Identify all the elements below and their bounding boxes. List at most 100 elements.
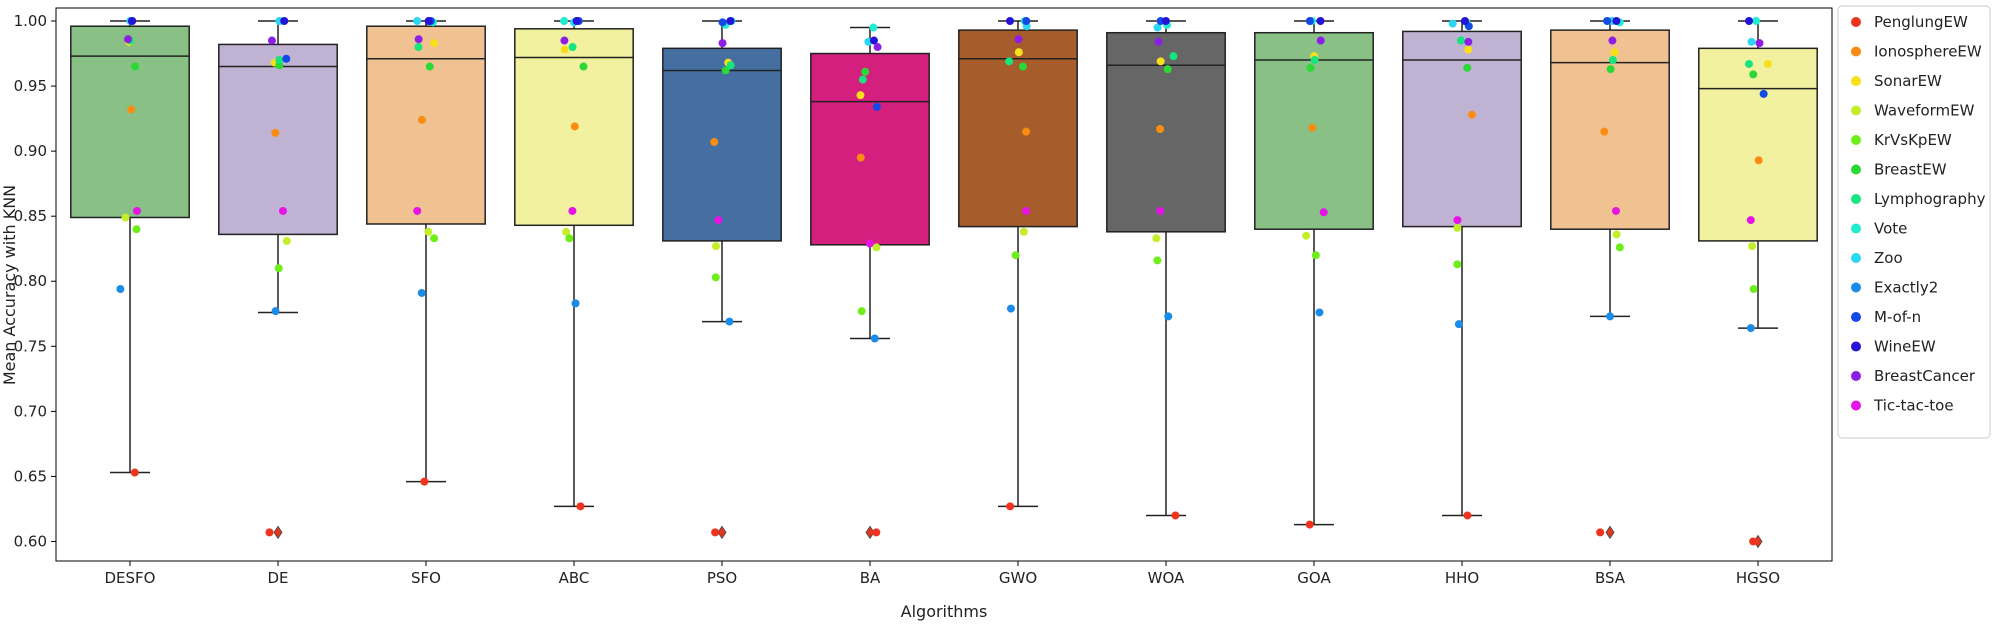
legend-label: KrVsKpEW <box>1874 131 1952 149</box>
box-pso <box>662 20 782 540</box>
point-breastcancer-hho <box>1464 37 1473 46</box>
point-sonarew-hgso <box>1763 59 1772 68</box>
point-vote-abc <box>560 17 569 26</box>
legend: PenglungEW IonosphereEW SonarEW WaveformEW K… <box>1837 5 1991 439</box>
legend-marker-penglungew <box>1851 17 1861 27</box>
legend-label: BreastEW <box>1874 161 1947 179</box>
box-rect-desfo <box>70 25 190 219</box>
box-ba <box>810 26 930 540</box>
point-tic-tac-toe-gwo <box>1022 206 1031 215</box>
point-zoo-hgso <box>1747 37 1756 46</box>
x-tick-label: HGSO <box>1736 569 1780 587</box>
point-breastew-pso <box>721 66 730 75</box>
y-tick-label: 0.95 <box>14 77 47 95</box>
point-breastew-abc <box>579 62 588 71</box>
point-lymphography-ba <box>858 75 867 84</box>
point-lymphography-sfo <box>414 43 423 52</box>
legend-label: IonosphereEW <box>1874 43 1982 61</box>
point-lymphography-pso <box>726 61 735 70</box>
point-breastew-hgso <box>1749 70 1758 79</box>
point-exactly2-woa <box>1164 312 1173 321</box>
point-exactly2-hgso <box>1746 324 1755 333</box>
point-breastew-bsa <box>1606 65 1615 74</box>
boxes-layer <box>70 20 1818 549</box>
point-waveformew-hho <box>1453 223 1462 232</box>
point-waveformew-gwo <box>1019 227 1028 236</box>
legend-label: Zoo <box>1874 249 1903 267</box>
legend-marker-krvskpew <box>1851 135 1861 145</box>
point-krvskpew-gwo <box>1011 251 1020 260</box>
point-lymphography-gwo <box>1005 57 1014 66</box>
point-zoo-woa <box>1153 23 1162 32</box>
point-penglungew-bsa <box>1596 528 1605 537</box>
point-krvskpew-bsa <box>1615 243 1624 252</box>
point-lymphography-de <box>275 56 284 65</box>
y-tick-label: 0.60 <box>14 532 47 550</box>
point-tic-tac-toe-pso <box>714 216 723 225</box>
point-wineew-hho <box>1460 17 1469 26</box>
point-tic-tac-toe-hho <box>1453 216 1462 225</box>
box-rect-sfo <box>366 25 486 225</box>
point-ionosphereew-pso <box>710 138 719 147</box>
outlier-de-0 <box>273 525 283 540</box>
plot-background <box>56 8 1832 561</box>
point-wineew-gwo <box>1005 17 1014 26</box>
point-breastcancer-bsa <box>1608 36 1617 45</box>
x-tick-label: SFO <box>411 569 441 587</box>
point-ionosphereew-abc <box>570 122 579 131</box>
legend-label: WineEW <box>1874 338 1936 356</box>
point-ionosphereew-de <box>271 128 280 137</box>
point-tic-tac-toe-abc <box>568 206 577 215</box>
point-breastew-desfo <box>131 62 140 71</box>
x-tick-label: HHO <box>1445 569 1479 587</box>
point-krvskpew-desfo <box>132 225 141 234</box>
box-rect-ba <box>810 52 930 246</box>
point-tic-tac-toe-desfo <box>132 206 141 215</box>
legend-marker-wineew <box>1851 341 1861 352</box>
point-exactly2-sfo <box>417 288 426 297</box>
point-waveformew-goa <box>1302 231 1311 240</box>
point-exactly2-hho <box>1454 320 1463 329</box>
point-krvskpew-hgso <box>1749 285 1758 294</box>
legend-marker-zoo <box>1851 253 1861 263</box>
point-breastew-goa <box>1306 63 1315 72</box>
point-sonarew-ba <box>856 91 865 100</box>
point-wineew-woa <box>1161 17 1170 26</box>
point-lymphography-hgso <box>1744 59 1753 68</box>
point-breastew-gwo <box>1018 62 1027 71</box>
point-ionosphereew-woa <box>1156 125 1165 134</box>
x-axis: DESFO DE SFO ABC PSO BA GWO WOA GOA HHO BSA HGSO <box>105 561 1780 587</box>
point-krvskpew-pso <box>711 273 720 282</box>
point-lymphography-goa <box>1310 56 1319 65</box>
point-exactly2-gwo <box>1006 304 1015 313</box>
point-zoo-hho <box>1448 19 1457 28</box>
legend-label: Exactly2 <box>1874 279 1938 297</box>
point-penglungew-hgso <box>1749 537 1758 546</box>
point-krvskpew-woa <box>1153 256 1162 265</box>
x-axis-title: Algorithms <box>901 602 988 621</box>
y-tick-label: 0.80 <box>14 272 47 290</box>
point-wineew-goa <box>1316 17 1325 26</box>
point-breastew-sfo <box>425 62 434 71</box>
legend-label: M-of-n <box>1874 308 1921 326</box>
point-sonarew-woa <box>1156 57 1165 66</box>
point-penglungew-pso <box>711 528 720 537</box>
outlier-pso-0 <box>717 525 727 540</box>
x-tick-label: WOA <box>1148 569 1185 587</box>
point-waveformew-ba <box>872 243 881 252</box>
point-vote-hgso <box>1752 17 1761 26</box>
point-lymphography-woa <box>1169 52 1178 61</box>
point-breastew-hho <box>1463 63 1472 72</box>
point-tic-tac-toe-goa <box>1319 208 1328 217</box>
y-tick-label: 0.70 <box>14 402 47 420</box>
point-penglungew-abc <box>576 502 585 511</box>
point-breastcancer-de <box>267 36 276 45</box>
legend-marker-breastew <box>1851 164 1861 175</box>
point-wineew-ba <box>869 36 878 45</box>
box-desfo <box>70 20 190 474</box>
point-penglungew-sfo <box>420 477 429 486</box>
box-rect-pso <box>662 47 782 242</box>
box-rect-gwo <box>958 29 1078 228</box>
box-hgso <box>1698 20 1818 549</box>
x-tick-label: GWO <box>999 569 1037 587</box>
